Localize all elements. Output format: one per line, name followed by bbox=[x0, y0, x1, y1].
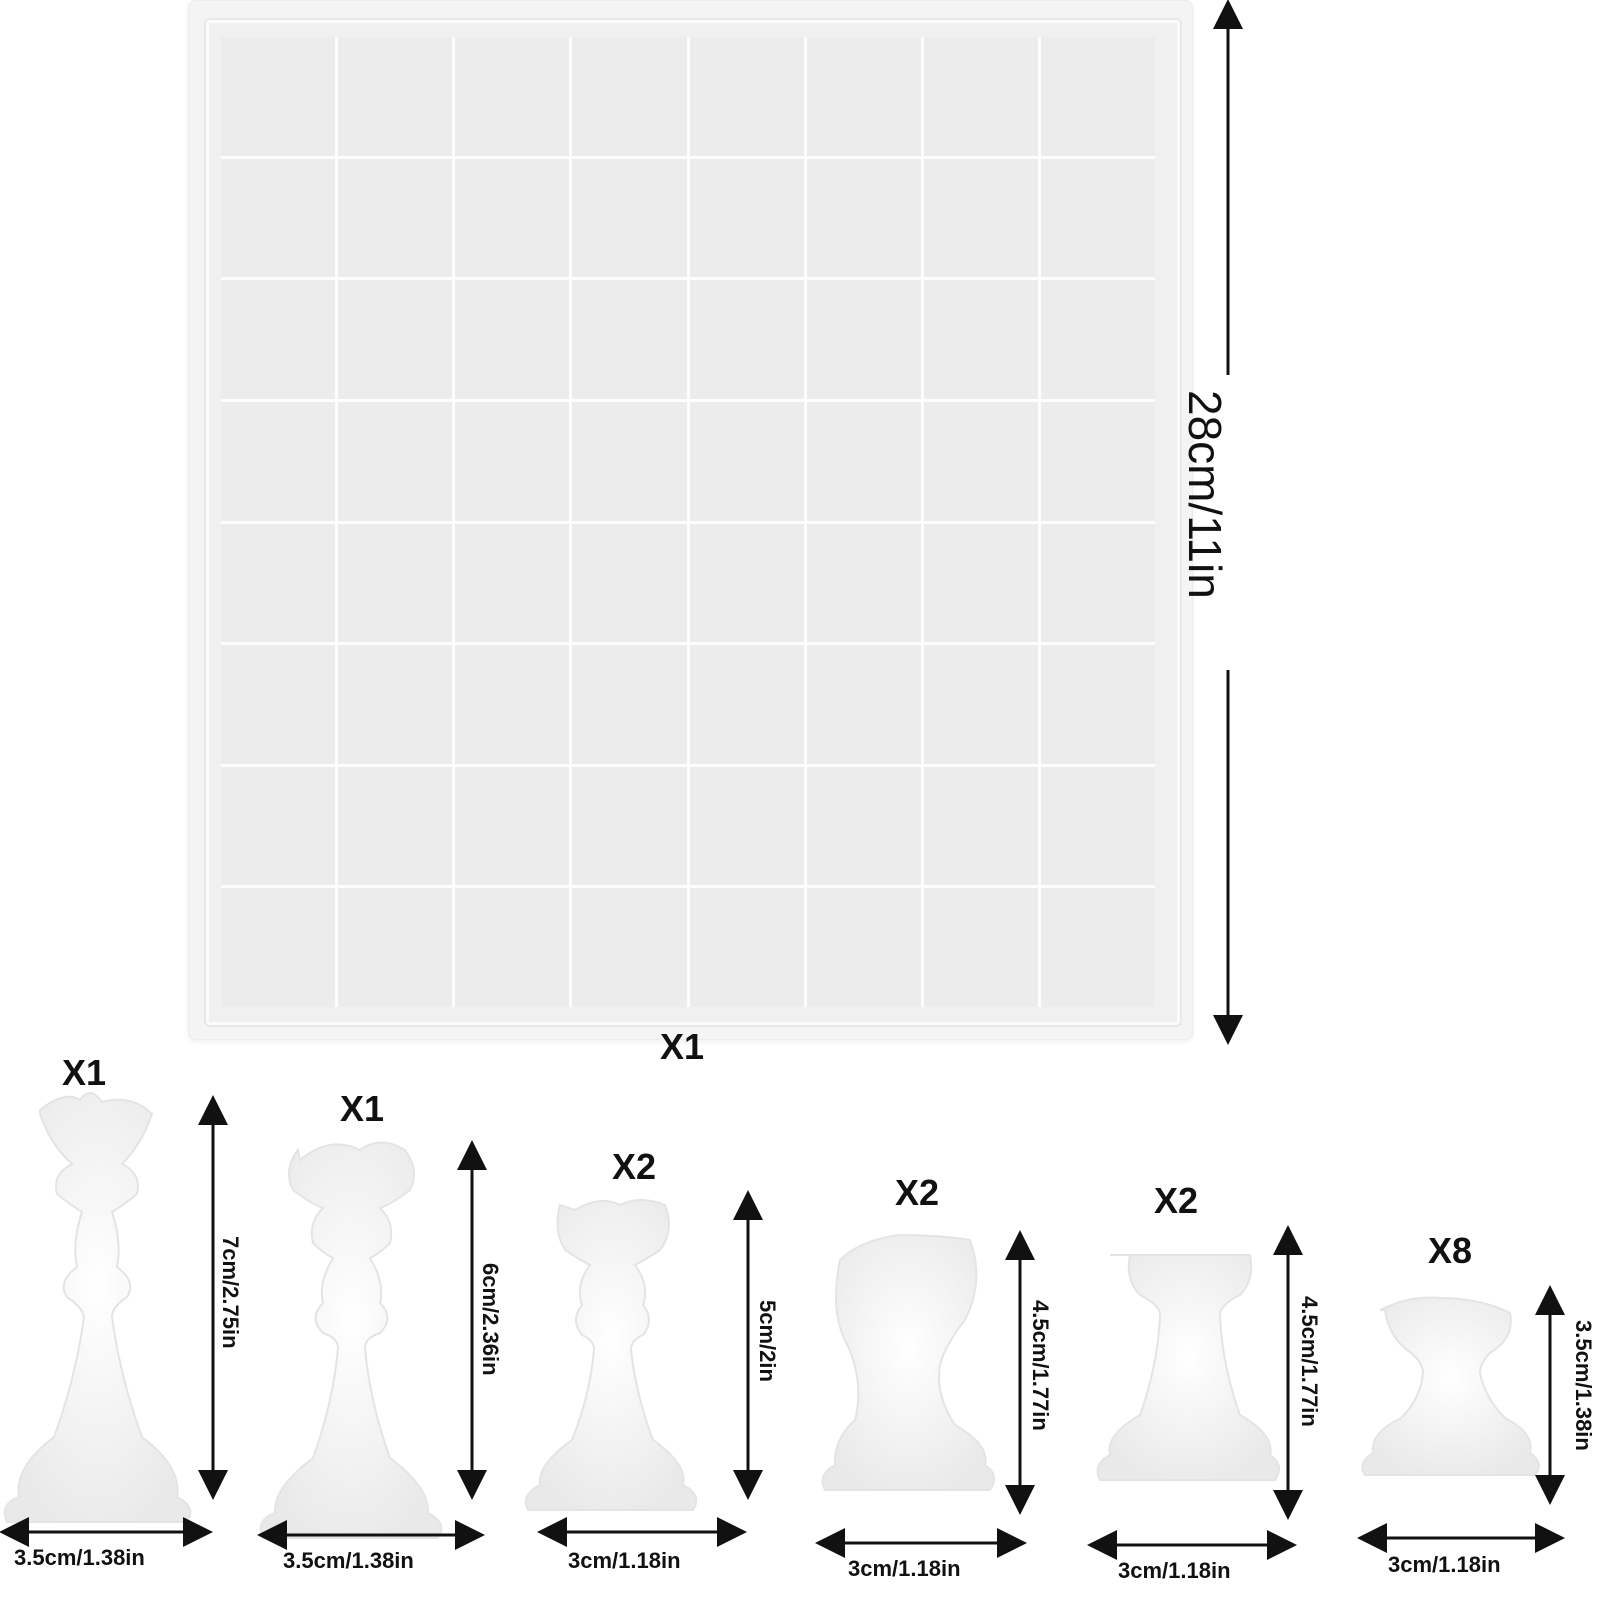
board-square bbox=[689, 766, 804, 886]
bishop-height-label: 5cm/2in bbox=[755, 1300, 780, 1382]
queen-height-label: 6cm/2.36in bbox=[478, 1263, 503, 1376]
board-square bbox=[806, 280, 921, 399]
board-square bbox=[572, 766, 687, 886]
knight-width-label: 3cm/1.18in bbox=[848, 1556, 961, 1581]
board-square bbox=[572, 280, 687, 399]
bishop-piece bbox=[524, 1199, 698, 1511]
queen-quantity-label: X1 bbox=[340, 1088, 385, 1129]
board-square bbox=[338, 37, 453, 156]
board-square bbox=[1040, 280, 1155, 399]
board-square bbox=[923, 645, 1038, 764]
board-square bbox=[1040, 523, 1155, 643]
rook-width-label: 3cm/1.18in bbox=[1118, 1558, 1231, 1583]
board-square bbox=[221, 766, 336, 886]
knight-piece bbox=[821, 1233, 995, 1491]
board-square bbox=[689, 645, 804, 764]
board-square bbox=[923, 888, 1038, 1007]
board-square bbox=[455, 37, 570, 156]
board-square bbox=[572, 37, 687, 156]
rook-height-label: 4.5cm/1.77in bbox=[1297, 1296, 1322, 1427]
board-square bbox=[221, 401, 336, 521]
board-square bbox=[923, 37, 1038, 156]
board-square bbox=[923, 523, 1038, 643]
board-square bbox=[221, 523, 336, 643]
rook-piece bbox=[1096, 1254, 1280, 1481]
board-square bbox=[689, 523, 804, 643]
pawn-height-label: 3.5cm/1.38in bbox=[1571, 1320, 1596, 1451]
board-square bbox=[455, 280, 570, 399]
board-grid bbox=[221, 37, 1155, 1007]
board-square bbox=[806, 401, 921, 521]
board-square bbox=[338, 158, 453, 278]
board-square bbox=[338, 888, 453, 1007]
rook-quantity-label: X2 bbox=[1154, 1180, 1199, 1221]
board-square bbox=[455, 158, 570, 278]
board-square bbox=[338, 523, 453, 643]
board-square bbox=[1040, 37, 1155, 156]
board-square bbox=[689, 888, 804, 1007]
board-square bbox=[1040, 766, 1155, 886]
board-square bbox=[1040, 401, 1155, 521]
board-square bbox=[221, 888, 336, 1007]
board-square bbox=[806, 645, 921, 764]
board-square bbox=[221, 158, 336, 278]
board-square bbox=[923, 766, 1038, 886]
board-square bbox=[455, 645, 570, 764]
queen-width-label: 3.5cm/1.38in bbox=[283, 1548, 414, 1573]
board-square bbox=[923, 158, 1038, 278]
board-square bbox=[455, 888, 570, 1007]
board-square bbox=[689, 37, 804, 156]
pawn-piece bbox=[1361, 1296, 1540, 1476]
board-square bbox=[572, 523, 687, 643]
pawn-width-label: 3cm/1.18in bbox=[1388, 1552, 1501, 1577]
board-square bbox=[689, 401, 804, 521]
board-square bbox=[806, 523, 921, 643]
board-square bbox=[806, 37, 921, 156]
board-square bbox=[572, 645, 687, 764]
board-square bbox=[1040, 888, 1155, 1007]
board-square bbox=[572, 401, 687, 521]
board-square bbox=[689, 158, 804, 278]
bishop-width-label: 3cm/1.18in bbox=[568, 1548, 681, 1573]
board-square bbox=[338, 401, 453, 521]
king-width-label: 3.5cm/1.38in bbox=[14, 1545, 145, 1570]
board-square bbox=[1040, 645, 1155, 764]
board-square bbox=[572, 888, 687, 1007]
board-square bbox=[338, 280, 453, 399]
king-quantity-label: X1 bbox=[62, 1052, 107, 1093]
board-quantity-label: X1 bbox=[660, 1026, 705, 1067]
board-square bbox=[923, 280, 1038, 399]
queen-piece bbox=[259, 1141, 443, 1539]
board-square bbox=[689, 280, 804, 399]
board-square bbox=[572, 158, 687, 278]
board-square bbox=[923, 401, 1038, 521]
pawn-quantity-label: X8 bbox=[1428, 1230, 1473, 1271]
board-square bbox=[455, 523, 570, 643]
chessboard-mold bbox=[188, 0, 1198, 1045]
board-square bbox=[806, 766, 921, 886]
board-square bbox=[1040, 158, 1155, 278]
board-square bbox=[221, 280, 336, 399]
board-square bbox=[806, 888, 921, 1007]
board-square bbox=[806, 158, 921, 278]
board-square bbox=[338, 766, 453, 886]
king-height-label: 7cm/2.75in bbox=[218, 1236, 243, 1349]
bishop-quantity-label: X2 bbox=[612, 1146, 657, 1187]
knight-height-label: 4.5cm/1.77in bbox=[1028, 1300, 1053, 1431]
board-square bbox=[455, 766, 570, 886]
board-square bbox=[455, 401, 570, 521]
king-piece bbox=[3, 1092, 192, 1523]
knight-quantity-label: X2 bbox=[895, 1172, 940, 1213]
board-square bbox=[221, 37, 336, 156]
board-square bbox=[221, 645, 336, 764]
board-square bbox=[338, 645, 453, 764]
